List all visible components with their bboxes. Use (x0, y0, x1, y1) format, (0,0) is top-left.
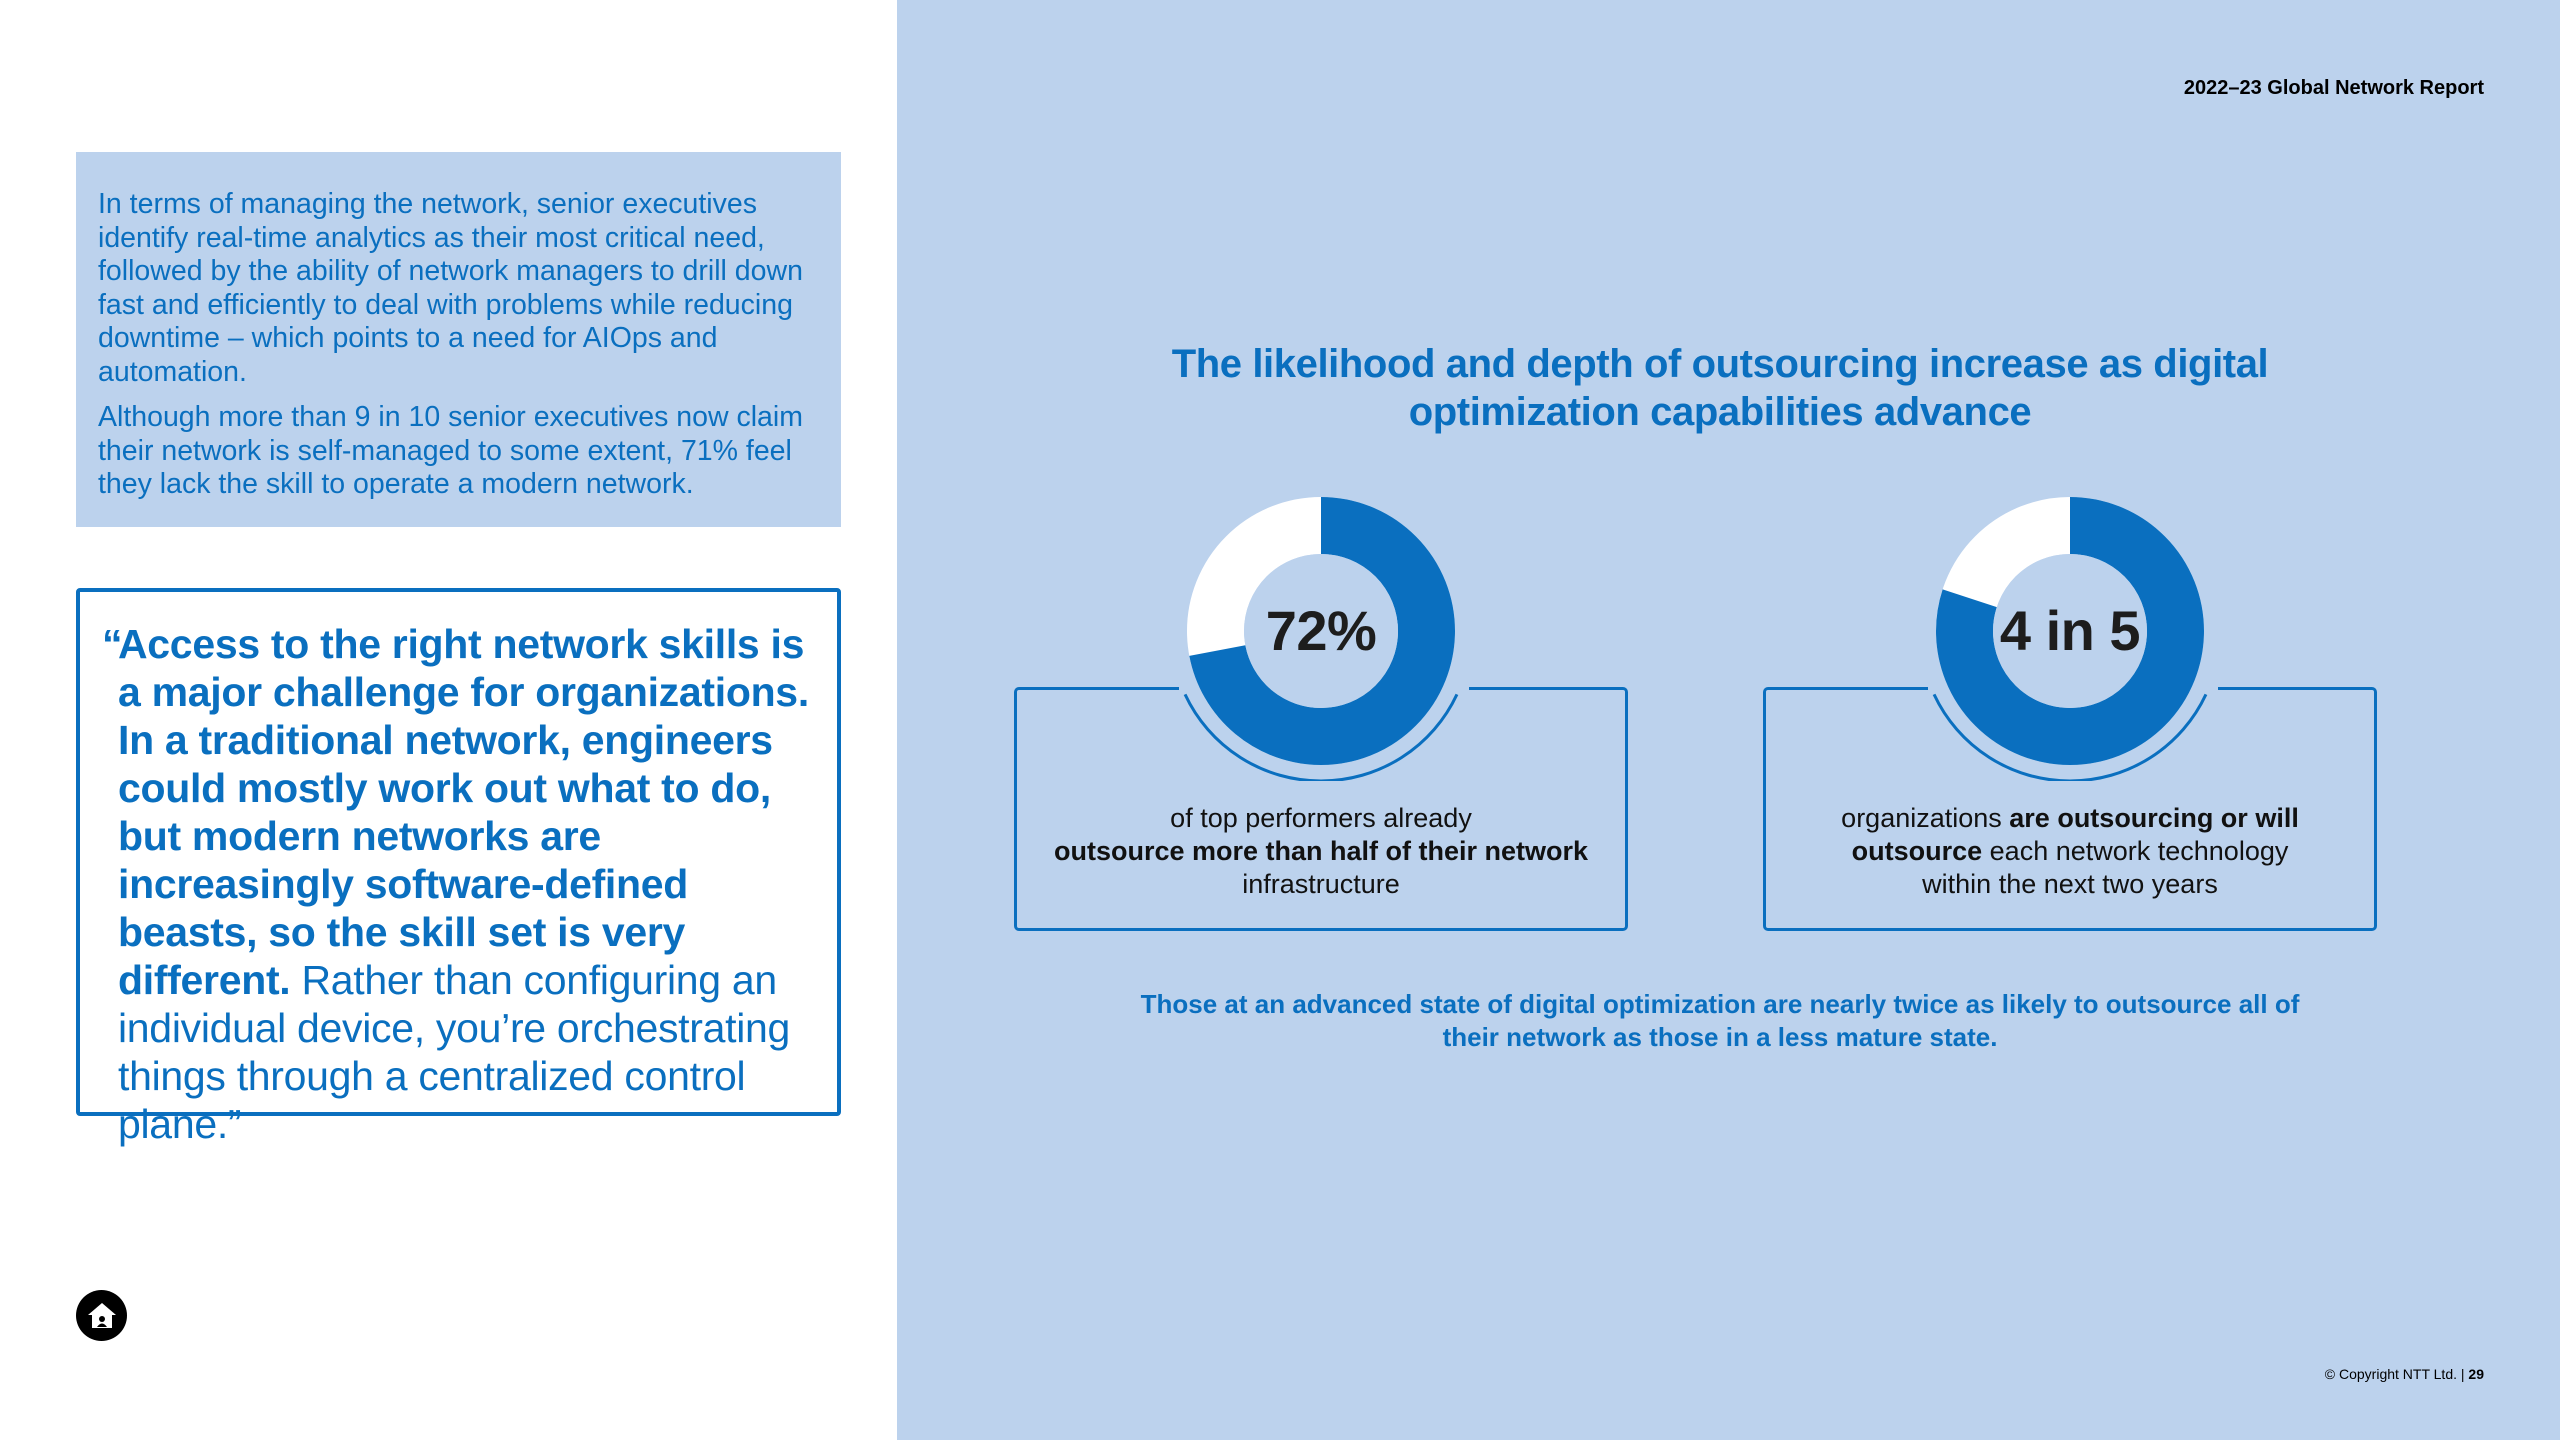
donut-chart-2: 4 in 5 (1920, 491, 2220, 781)
report-title: 2022–23 Global Network Report (2184, 77, 2484, 100)
donut-1-value: 72% (1171, 598, 1471, 663)
stat-2-desc-part-1: organizations (1841, 803, 2009, 833)
info-paragraph-2: Although more than 9 in 10 senior execut… (98, 401, 819, 502)
page-number: 29 (2468, 1366, 2484, 1382)
stat-1-desc-bold: outsource more than half of their networ… (1054, 836, 1588, 866)
donut-2-value: 4 in 5 (1920, 598, 2220, 663)
footnote: Those at an advanced state of digital op… (1110, 988, 2330, 1054)
copyright-text: © Copyright NTT Ltd. | (2325, 1366, 2469, 1382)
copyright: © Copyright NTT Ltd. | 29 (2325, 1366, 2484, 1382)
quote-box: “ Access to the right network skills is … (76, 588, 841, 1116)
quote-bold-text: Access to the right network skills is a … (118, 621, 809, 1003)
home-icon (85, 1299, 119, 1333)
stat-1-desc-part-3: infrastructure (1242, 869, 1400, 899)
donut-chart-1: 72% (1171, 491, 1471, 781)
main-heading: The likelihood and depth of outsourcing … (1120, 340, 2320, 436)
home-button[interactable] (76, 1290, 127, 1341)
stat-2-description: organizations are outsourcing or will ou… (1826, 802, 2314, 901)
quote-open-mark: “ (102, 620, 122, 668)
stat-1-description: of top performers already outsource more… (1017, 802, 1625, 901)
info-paragraph-1: In terms of managing the network, senior… (98, 188, 819, 389)
info-box: In terms of managing the network, senior… (76, 152, 841, 527)
stat-1-desc-part-1: of top performers already (1170, 803, 1472, 833)
left-panel: In terms of managing the network, senior… (0, 0, 897, 1440)
